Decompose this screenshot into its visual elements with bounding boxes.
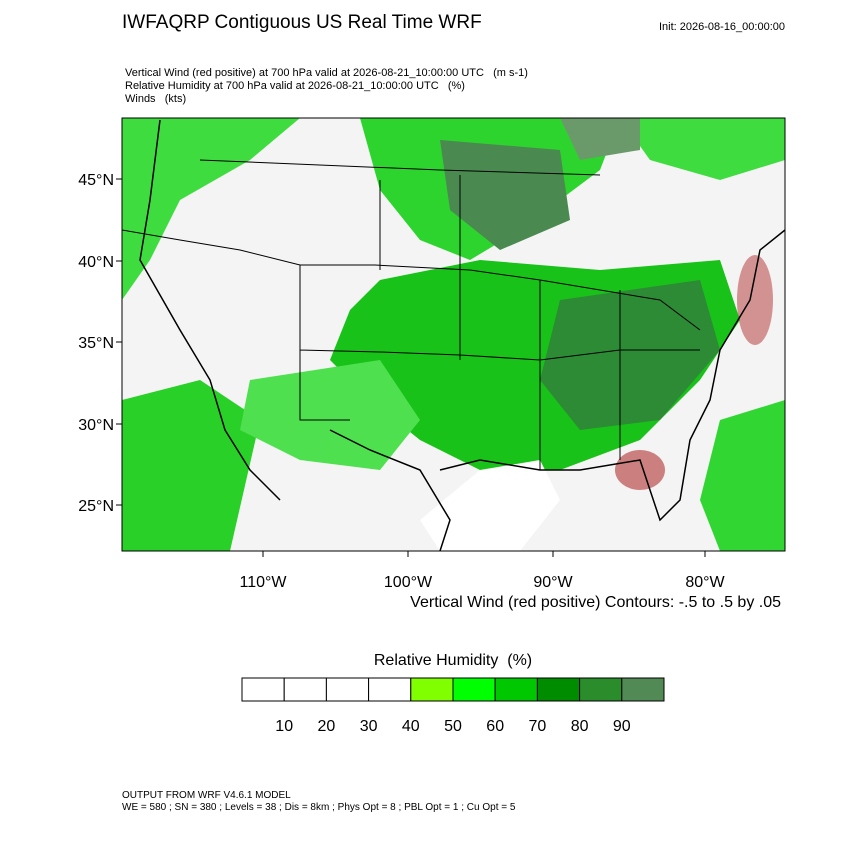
colorbar-box xyxy=(283,677,327,702)
colorbar-box xyxy=(494,677,538,702)
map-field xyxy=(122,118,785,551)
colorbar-label: 60 xyxy=(486,718,504,735)
footer-line: WE = 580 ; SN = 380 ; Levels = 38 ; Dis … xyxy=(122,802,516,813)
field-description: Relative Humidity at 700 hPa valid at 20… xyxy=(125,80,465,92)
title: IWFAQRP Contiguous US Real Time WRF xyxy=(122,12,482,33)
colorbar-label: 70 xyxy=(529,718,547,735)
lat-label: 30°N xyxy=(78,417,114,434)
contour-note: Vertical Wind (red positive) Contours: -… xyxy=(410,594,781,611)
lon-label: 110°W xyxy=(239,574,287,591)
colorbar-label: 20 xyxy=(318,718,336,735)
colorbar-label: 80 xyxy=(571,718,589,735)
map-frame xyxy=(121,117,786,552)
colorbar-label: 50 xyxy=(444,718,462,735)
colorbar-label: 90 xyxy=(613,718,631,735)
field-description: Vertical Wind (red positive) at 700 hPa … xyxy=(125,67,528,79)
colorbar-box xyxy=(536,677,581,702)
colorbar-box xyxy=(410,677,454,702)
colorbar-label: 40 xyxy=(402,718,420,735)
lon-label: 80°W xyxy=(685,574,725,591)
lat-label: 45°N xyxy=(78,172,114,189)
colorbar-label: 30 xyxy=(360,718,378,735)
field-description: Winds (kts) xyxy=(125,93,186,105)
lat-label: 25°N xyxy=(78,498,114,515)
colorbar-box xyxy=(452,677,496,702)
init-time: Init: 2026-08-16_00:00:00 xyxy=(659,21,785,33)
lat-label: 40°N xyxy=(78,254,114,271)
lon-label: 100°W xyxy=(384,574,433,591)
colorbar-title: Relative Humidity (%) xyxy=(374,652,532,669)
footer-line: OUTPUT FROM WRF V4.6.1 MODEL xyxy=(122,790,291,801)
lat-label: 35°N xyxy=(78,335,114,352)
colorbar-box xyxy=(368,677,412,702)
colorbar-box xyxy=(241,677,285,702)
lon-label: 90°W xyxy=(533,574,573,591)
colorbar-box xyxy=(579,677,623,702)
colorbar-label: 10 xyxy=(275,718,293,735)
colorbar-box xyxy=(325,677,370,702)
colorbar-box xyxy=(621,677,665,702)
